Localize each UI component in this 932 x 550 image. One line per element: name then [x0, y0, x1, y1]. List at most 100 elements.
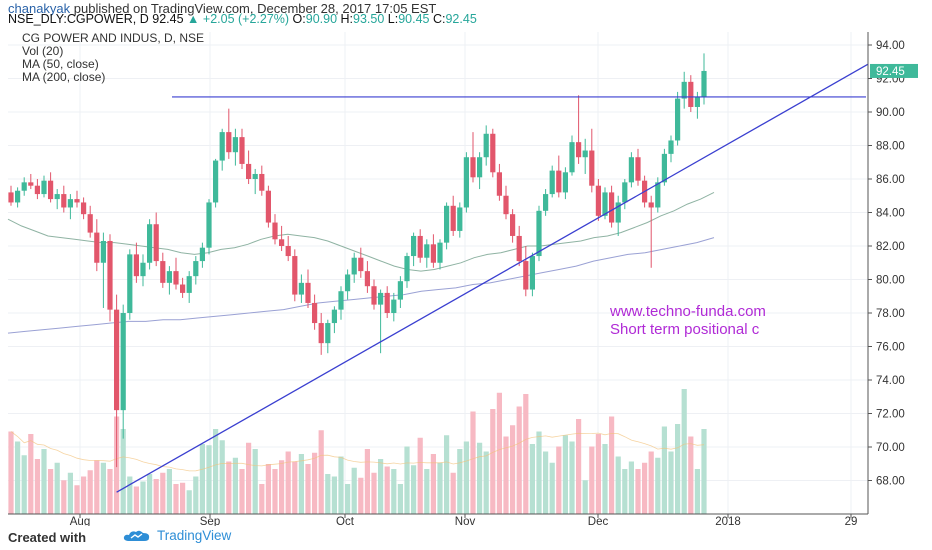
candle-body — [21, 182, 27, 191]
candle-body — [173, 271, 179, 285]
created-with-text: Created with — [8, 530, 87, 545]
price-tick-label: 76.00 — [876, 342, 905, 354]
candle-body — [576, 142, 582, 158]
volume-bar — [15, 441, 21, 514]
price-tick-label: 80.00 — [876, 275, 905, 287]
candle-body — [87, 214, 93, 233]
candle-body — [213, 160, 219, 203]
volume-bar — [61, 480, 67, 514]
volume-bar — [331, 476, 337, 514]
close-value: 92.45 — [445, 12, 477, 26]
published-text: published on TradingView.com, December 2… — [73, 1, 437, 16]
price-tick-label: 74.00 — [876, 375, 905, 387]
candle-body — [226, 132, 232, 153]
volume-bar — [305, 464, 311, 514]
candle-body — [199, 247, 205, 262]
candle-body — [602, 192, 608, 216]
candle-body — [120, 313, 126, 411]
tradingview-brand: TradingView — [157, 528, 232, 543]
tradingview-cloud-icon — [123, 530, 150, 541]
volume-bar — [107, 469, 113, 514]
time-tick-label: Sep — [200, 516, 220, 526]
volume-bar — [265, 464, 271, 514]
volume-bar — [595, 434, 601, 514]
candle-body — [635, 157, 641, 181]
volume-bar — [100, 462, 106, 514]
volume-bar — [153, 479, 159, 514]
volume-bar — [642, 462, 648, 514]
volume-bar — [635, 469, 641, 514]
price-tick-label: 90.00 — [876, 107, 905, 119]
volume-bar — [133, 486, 139, 514]
candle-body — [609, 192, 615, 223]
candle-body — [312, 302, 318, 324]
high-label: H: — [340, 12, 354, 26]
volume-bar — [358, 477, 364, 514]
author-link[interactable]: chanakyak — [8, 1, 71, 16]
volume-bar — [668, 451, 674, 514]
chart-legend: CG POWER AND INDUS, D, NSE Vol (20) MA (… — [22, 31, 204, 84]
volume-bar — [503, 436, 509, 514]
candle-body — [338, 291, 344, 310]
volume-bar — [477, 442, 483, 514]
candle-body — [688, 81, 694, 107]
annotation-website: www.techno-funda.com — [609, 303, 766, 320]
candle-body — [483, 133, 489, 158]
candle-body — [147, 224, 153, 263]
price-tick-label: 94.00 — [876, 40, 905, 52]
volume-bar — [272, 469, 278, 514]
candle-body — [252, 173, 258, 179]
price-tick-label: 86.00 — [876, 174, 905, 186]
candle-body — [397, 281, 403, 300]
volume-bar — [213, 429, 219, 514]
volume-bar — [628, 461, 634, 514]
candle-body — [681, 81, 687, 99]
legend-ma200: MA (200, close) — [22, 70, 105, 84]
volume-bar — [219, 440, 225, 514]
candle-body — [219, 132, 225, 161]
volume-bar — [160, 472, 166, 514]
volume-bar — [576, 419, 582, 514]
volume-bar — [648, 451, 654, 514]
close-label: C: — [432, 12, 446, 26]
time-tick-label: 2018 — [715, 516, 741, 526]
volume-bar — [279, 460, 285, 514]
volume-bar — [457, 449, 463, 514]
drawn-lines — [116, 63, 869, 493]
candle-body — [81, 202, 87, 215]
candle-body — [61, 194, 67, 208]
volume-bar — [351, 467, 357, 514]
low-value: 90.45 — [398, 12, 430, 26]
candle-body — [701, 70, 707, 97]
candle-body — [463, 157, 469, 208]
price-tick-label: 78.00 — [876, 308, 905, 320]
volume-bar — [417, 437, 423, 514]
volume-bar — [246, 442, 252, 514]
candle-body — [298, 282, 304, 295]
candle-body — [67, 199, 73, 208]
footer: Created with TradingView — [0, 526, 932, 550]
volume-bar — [536, 431, 542, 514]
volume-bar — [173, 484, 179, 514]
candle-body — [437, 242, 443, 263]
support-trendline — [116, 63, 869, 493]
volume-bar — [424, 469, 430, 514]
volume-bar — [384, 466, 390, 514]
volume-bar — [589, 446, 595, 514]
candle-body — [292, 256, 298, 295]
candle-body — [127, 254, 133, 313]
price-chart[interactable]: CG POWER AND INDUS, D, NSE Vol (20) MA (… — [0, 24, 932, 526]
price-tick-label: 72.00 — [876, 409, 905, 421]
candle-body — [133, 254, 139, 277]
candle-body — [523, 261, 529, 290]
candle-body — [206, 202, 212, 248]
candle-body — [186, 276, 192, 293]
volume-bar — [523, 394, 529, 514]
volume-bar — [450, 472, 456, 514]
price-tick-label: 84.00 — [876, 208, 905, 220]
last-price: 92.45 — [152, 12, 184, 26]
candle-body — [265, 190, 271, 223]
tradingview-logo[interactable]: TradingView — [122, 528, 231, 543]
volume-bar — [556, 446, 562, 514]
volume-bar — [543, 451, 549, 514]
